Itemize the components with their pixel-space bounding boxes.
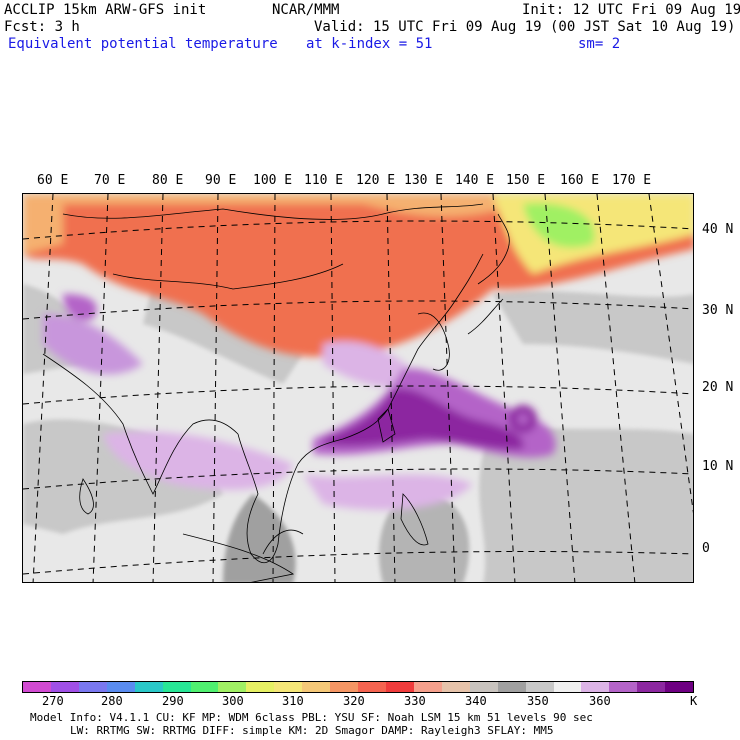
colorbar-tick-label: 270	[42, 694, 64, 708]
latitude-label: 10 N	[702, 459, 734, 474]
longitude-label: 90 E	[205, 173, 237, 188]
colorbar-tick-label: 300	[222, 694, 244, 708]
model-info-line2: LW: RRTMG SW: RRTMG DIFF: simple KM: 2D …	[70, 724, 554, 737]
colorbar-tick-label: 310	[282, 694, 304, 708]
colorbar-swatch	[441, 682, 470, 692]
forecast-hour: Fcst: 3 h	[4, 19, 80, 35]
colorbar-swatch	[50, 682, 79, 692]
colorbar-swatch	[497, 682, 526, 692]
model-title: ACCLIP 15km ARW-GFS init	[4, 2, 207, 18]
colorbar-swatch	[330, 682, 359, 692]
colorbar-swatch	[23, 682, 51, 692]
colorbar-swatch	[553, 682, 582, 692]
colorbar	[22, 681, 694, 693]
colorbar-tick-label: 340	[465, 694, 487, 708]
longitude-label: 110 E	[304, 173, 344, 188]
level-index: at k-index = 51	[306, 36, 433, 52]
colorbar-tick-label: 280	[101, 694, 123, 708]
colorbar-swatch	[385, 682, 414, 692]
longitude-label: 80 E	[152, 173, 184, 188]
colorbar-swatch	[274, 682, 303, 692]
valid-time: Valid: 15 UTC Fri 09 Aug 19 (00 JST Sat …	[314, 19, 736, 35]
longitude-label: 70 E	[94, 173, 126, 188]
colorbar-swatch	[78, 682, 107, 692]
colorbar-swatch	[190, 682, 219, 692]
longitude-label: 150 E	[506, 173, 546, 188]
colorbar-tick-label: 350	[527, 694, 549, 708]
longitude-label: 60 E	[37, 173, 69, 188]
colorbar-unit: K	[690, 694, 698, 708]
field-name: Equivalent potential temperature	[8, 36, 278, 52]
graticule	[23, 194, 693, 582]
colorbar-swatch	[665, 682, 694, 692]
colorbar-swatch	[525, 682, 554, 692]
longitude-label: 140 E	[455, 173, 495, 188]
latitude-label: 30 N	[702, 303, 734, 318]
coastlines	[42, 203, 510, 582]
colorbar-swatch	[609, 682, 638, 692]
colorbar-swatch	[106, 682, 135, 692]
map-panel	[22, 193, 694, 583]
longitude-label: 100 E	[253, 173, 293, 188]
colorbar-swatch	[246, 682, 275, 692]
colorbar-swatch	[358, 682, 386, 692]
smoothing-label: sm= 2	[578, 36, 621, 52]
colorbar-swatch	[637, 682, 666, 692]
colorbar-tick-label: 360	[589, 694, 611, 708]
colorbar-swatch	[469, 682, 498, 692]
colorbar-tick-label: 330	[404, 694, 426, 708]
colorbar-swatch	[302, 682, 331, 692]
longitude-label: 170 E	[612, 173, 652, 188]
colorbar-swatch	[413, 682, 442, 692]
colorbar-swatch	[162, 682, 191, 692]
colorbar-tick-label: 290	[162, 694, 184, 708]
latitude-label: 0	[702, 541, 710, 556]
longitude-label: 120 E	[356, 173, 396, 188]
colorbar-swatch	[134, 682, 163, 692]
latitude-label: 40 N	[702, 222, 734, 237]
init-time: Init: 12 UTC Fri 09 Aug 19	[522, 2, 740, 18]
latitude-label: 20 N	[702, 380, 734, 395]
colorbar-swatch	[581, 682, 610, 692]
institution-label: NCAR/MMM	[272, 2, 340, 18]
colorbar-tick-label: 320	[343, 694, 365, 708]
model-info-line1: Model Info: V4.1.1 CU: KF MP: WDM 6class…	[30, 711, 593, 724]
colorbar-swatch	[218, 682, 247, 692]
longitude-label: 160 E	[560, 173, 600, 188]
longitude-label: 130 E	[404, 173, 444, 188]
map-field-svg	[23, 194, 693, 582]
